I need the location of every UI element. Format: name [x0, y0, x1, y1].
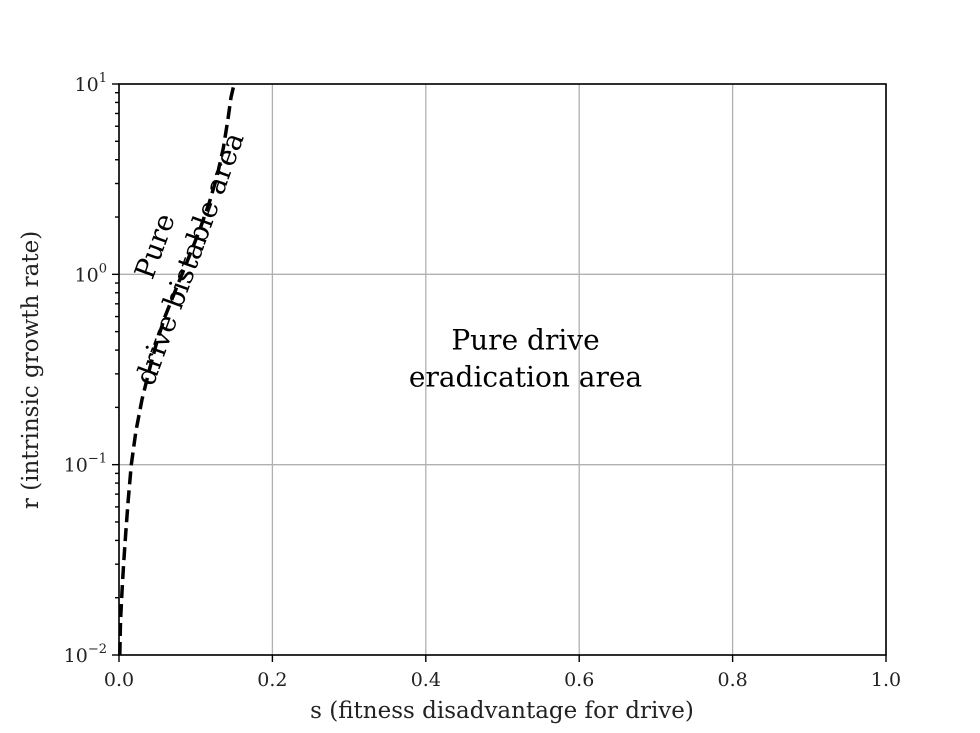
region-annotation: Pure drive eradication area [409, 323, 642, 393]
x-tick-labels: 0.0 0.2 0.4 0.6 0.8 1.0 [104, 669, 901, 691]
y-tick-label: 10−2 [64, 642, 107, 667]
y-tick-base: 10 [64, 645, 88, 667]
curve-layer [118, 83, 236, 656]
plot-frame [118, 83, 887, 656]
y-tick-exponent: 0 [99, 261, 107, 276]
tick-marks [112, 83, 887, 662]
y-axis-label: r (intrinsic growth rate) [18, 231, 44, 509]
y-tick-label: 101 [75, 71, 107, 96]
x-tick-label: 0.6 [564, 669, 594, 691]
y-tick-label: 10−1 [64, 452, 107, 477]
annotation-line: eradication area [409, 360, 642, 393]
x-tick-label: 0.0 [104, 669, 134, 691]
y-tick-base: 10 [75, 74, 99, 96]
x-tick-label: 1.0 [871, 669, 901, 691]
y-tick-exponent: −2 [88, 642, 107, 657]
y-tick-exponent: −1 [88, 452, 107, 467]
y-tick-base: 10 [75, 264, 99, 286]
x-tick-label: 0.4 [411, 669, 441, 691]
x-tick-label: 0.8 [717, 669, 747, 691]
y-tick-label: 100 [75, 261, 107, 286]
boundary-curve [118, 83, 236, 656]
y-tick-base: 10 [64, 455, 88, 477]
y-tick-exponent: 1 [99, 71, 107, 86]
x-axis-label: s (fitness disadvantage for drive) [310, 698, 694, 724]
annotation-line: Pure drive [451, 323, 599, 356]
x-tick-label: 0.2 [257, 669, 287, 691]
